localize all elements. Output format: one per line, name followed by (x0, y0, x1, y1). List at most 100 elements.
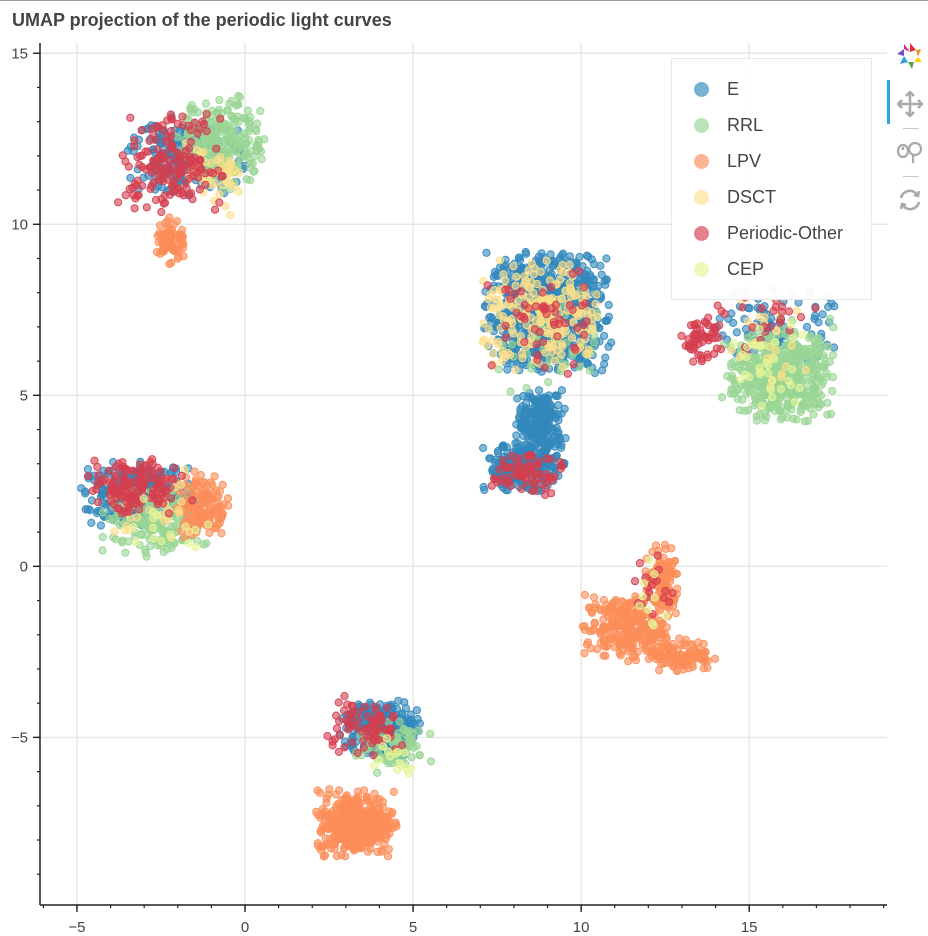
scatter-point (816, 391, 826, 400)
scatter-point (317, 824, 326, 833)
scatter-point (657, 639, 666, 648)
scatter-point (556, 253, 565, 262)
scatter-point (545, 276, 555, 285)
scatter-point (165, 145, 174, 154)
scatter-point (191, 477, 200, 487)
scatter-point (788, 390, 797, 399)
scatter-point (388, 808, 397, 817)
scatter-point (580, 274, 590, 283)
scatter-point (665, 564, 674, 573)
scatter-point (337, 850, 346, 860)
scatter-point (151, 195, 161, 205)
scatter-point (822, 372, 831, 382)
scatter-point (589, 260, 599, 269)
scatter-point (494, 448, 503, 457)
scatter-point (547, 410, 556, 419)
scatter-point (253, 119, 262, 128)
scatter-point (614, 630, 623, 639)
scatter-point (159, 548, 168, 557)
scatter-point (829, 323, 838, 332)
scatter-point (592, 290, 601, 299)
scatter-points (77, 92, 839, 861)
scatter-point (412, 706, 421, 715)
scatter-point (617, 597, 627, 606)
scatter-point (602, 275, 611, 284)
scatter-point (166, 190, 175, 199)
scatter-point (825, 357, 834, 366)
scatter-point (146, 542, 155, 551)
scatter-point (495, 303, 504, 312)
scatter-point (667, 544, 676, 553)
scatter-point (157, 247, 166, 256)
scatter-point (384, 759, 393, 768)
scatter-point (323, 840, 332, 850)
scatter-point (243, 106, 252, 115)
scatter-point (201, 137, 210, 146)
scatter-point (234, 168, 243, 177)
scatter-point (334, 799, 343, 808)
scatter-point (478, 337, 487, 346)
scatter-point (599, 595, 608, 605)
scatter-point (590, 338, 599, 347)
scatter-point (575, 354, 584, 363)
scatter-point (648, 636, 657, 646)
scatter-point (479, 482, 488, 492)
scatter-point (584, 345, 593, 354)
scatter-point (600, 331, 609, 340)
scatter-point (354, 801, 363, 810)
scatter-point (599, 635, 608, 644)
scatter-point (246, 113, 255, 122)
scatter-point (792, 415, 801, 424)
scatter-point (652, 655, 661, 664)
scatter-point (583, 638, 593, 647)
scatter-point (591, 299, 600, 309)
scatter-point (225, 156, 234, 165)
scatter-point (210, 134, 219, 143)
scatter-point (153, 122, 162, 131)
scatter-point (389, 787, 398, 797)
scatter-point (223, 494, 233, 503)
scatter-point (655, 666, 664, 675)
scatter-point (688, 650, 698, 659)
scatter-point (802, 322, 812, 332)
scatter-point (224, 501, 233, 510)
scatter-point (151, 135, 160, 144)
scatter-point (511, 365, 520, 374)
scatter-point (589, 593, 599, 602)
scatter-point (212, 144, 221, 153)
scatter-point (592, 645, 602, 654)
scatter-point (766, 403, 775, 412)
scatter-point (595, 323, 604, 333)
scatter-point (519, 391, 528, 401)
scatter-point (806, 391, 816, 400)
scatter-point (615, 612, 624, 621)
scatter-point (83, 465, 93, 474)
scatter-point (809, 410, 818, 419)
scatter-point (795, 357, 804, 366)
scatter-point (499, 442, 509, 452)
scatter-point (732, 328, 741, 337)
scatter-point (395, 717, 404, 726)
scatter-point (565, 279, 575, 288)
scatter-point (557, 294, 566, 303)
scatter-point (366, 805, 375, 814)
scatter-point (540, 421, 549, 430)
scatter-point (146, 163, 155, 172)
scatter-point (509, 262, 518, 271)
scatter-point (170, 463, 179, 472)
scatter-point (547, 342, 557, 351)
scatter-point (522, 425, 532, 434)
scatter-point (553, 391, 562, 401)
scatter-point (755, 312, 764, 322)
scatter-point (521, 247, 530, 257)
scatter-point (830, 302, 839, 311)
scatter-point (585, 366, 594, 375)
scatter-point (197, 164, 206, 174)
scatter-point (536, 317, 545, 326)
scatter-point (371, 813, 380, 822)
scatter-point (216, 501, 225, 510)
scatter-point (554, 401, 563, 410)
scatter-point (383, 852, 393, 861)
scatter-point (644, 654, 653, 664)
